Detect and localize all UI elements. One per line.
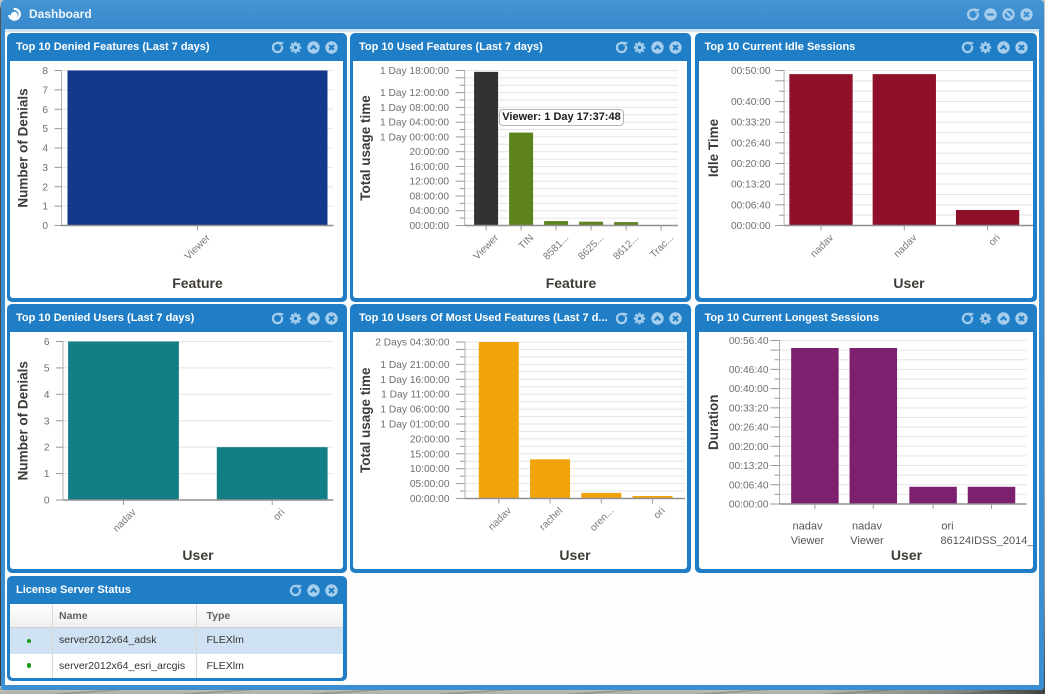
svg-text:1 Day 11:00:00: 1 Day 11:00:00	[381, 389, 450, 400]
svg-text:15:00:00: 15:00:00	[410, 449, 450, 460]
svg-text:Number of Denials: Number of Denials	[16, 361, 31, 480]
svg-text:8625...: 8625...	[576, 233, 606, 263]
svg-text:1: 1	[44, 469, 50, 480]
svg-text:8612...: 8612...	[611, 233, 641, 263]
svg-text:3: 3	[42, 163, 48, 174]
svg-text:00:33:20: 00:33:20	[730, 118, 770, 129]
svg-text:00:33:20: 00:33:20	[728, 403, 768, 414]
svg-text:ori: ori	[652, 505, 668, 521]
svg-text:2: 2	[42, 182, 48, 193]
svg-text:6: 6	[44, 337, 50, 348]
svg-text:4: 4	[42, 144, 48, 155]
svg-text:User: User	[890, 547, 922, 563]
svg-text:Total usage time: Total usage time	[358, 95, 373, 201]
svg-text:00:20:00: 00:20:00	[730, 159, 770, 170]
svg-text:Viewer: Viewer	[790, 535, 824, 547]
svg-text:0: 0	[44, 495, 50, 506]
svg-text:10:00:00: 10:00:00	[410, 464, 450, 475]
svg-text:User: User	[182, 547, 214, 563]
svg-text:05:00:00: 05:00:00	[410, 479, 450, 490]
svg-text:nadav: nadav	[808, 232, 836, 260]
svg-text:00:26:40: 00:26:40	[730, 138, 770, 149]
svg-text:1 Day 01:00:00: 1 Day 01:00:00	[380, 419, 449, 430]
svg-text:1 Day 16:00:00: 1 Day 16:00:00	[380, 374, 449, 385]
svg-text:00:00:00: 00:00:00	[730, 221, 770, 232]
svg-text:1: 1	[42, 202, 48, 213]
svg-text:Feature: Feature	[172, 275, 223, 291]
svg-text:Viewer: Viewer	[850, 535, 884, 547]
svg-text:12:00:00: 12:00:00	[409, 177, 449, 188]
svg-text:2 Days 04:30:00: 2 Days 04:30:00	[375, 337, 450, 348]
svg-text:User: User	[559, 547, 591, 563]
svg-text:ori: ori	[986, 233, 1002, 249]
svg-text:04:00:00: 04:00:00	[409, 206, 449, 217]
svg-text:5: 5	[42, 124, 48, 135]
svg-text:00:46:40: 00:46:40	[728, 364, 768, 375]
svg-text:1 Day 21:00:00: 1 Day 21:00:00	[380, 359, 449, 370]
svg-text:Total usage time: Total usage time	[358, 367, 373, 473]
svg-text:00:56:40: 00:56:40	[728, 336, 768, 347]
svg-text:00:06:40: 00:06:40	[728, 480, 768, 491]
svg-text:rachel: rachel	[538, 505, 565, 532]
svg-text:Duration: Duration	[706, 394, 721, 450]
svg-text:1 Day 08:00:00: 1 Day 08:00:00	[380, 103, 449, 114]
svg-text:Number of Denials: Number of Denials	[16, 88, 31, 207]
svg-text:nadav: nadav	[852, 520, 882, 532]
svg-text:Trac...: Trac...	[648, 233, 676, 261]
svg-text:ori: ori	[272, 507, 288, 523]
svg-text:00:50:00: 00:50:00	[730, 66, 770, 77]
svg-text:nadav: nadav	[792, 520, 822, 532]
svg-text:00:26:40: 00:26:40	[728, 422, 768, 433]
svg-text:8581...: 8581...	[541, 233, 571, 263]
svg-text:00:00:00: 00:00:00	[410, 494, 450, 505]
svg-text:20:00:00: 20:00:00	[410, 434, 450, 445]
svg-text:8: 8	[42, 66, 48, 77]
svg-text:nadav: nadav	[111, 506, 139, 534]
svg-text:00:40:00: 00:40:00	[728, 384, 768, 395]
svg-text:oren...: oren...	[588, 505, 616, 533]
svg-text:00:13:20: 00:13:20	[728, 461, 768, 472]
svg-text:1 Day 18:00:00: 1 Day 18:00:00	[380, 66, 449, 77]
svg-text:Viewer: Viewer	[183, 232, 213, 262]
svg-text:nadav: nadav	[487, 505, 515, 533]
svg-text:1 Day 12:00:00: 1 Day 12:00:00	[380, 88, 449, 99]
svg-text:ori: ori	[941, 520, 953, 532]
svg-text:86124IDSS_2014_05: 86124IDSS_2014_05	[940, 535, 1033, 547]
svg-text:6: 6	[42, 105, 48, 116]
svg-text:1 Day 00:00:00: 1 Day 00:00:00	[380, 132, 449, 143]
svg-text:Feature: Feature	[546, 275, 597, 291]
svg-text:08:00:00: 08:00:00	[409, 191, 449, 202]
svg-text:nadav: nadav	[892, 232, 920, 260]
svg-text:Viewer: Viewer	[472, 232, 502, 262]
svg-text:TIN: TIN	[517, 233, 536, 252]
svg-text:3: 3	[44, 416, 50, 427]
svg-text:Idle Time: Idle Time	[706, 118, 721, 177]
svg-text:00:13:20: 00:13:20	[730, 180, 770, 191]
svg-text:7: 7	[42, 85, 48, 96]
svg-text:0: 0	[42, 221, 48, 232]
svg-text:5: 5	[44, 363, 50, 374]
svg-text:00:40:00: 00:40:00	[730, 97, 770, 108]
svg-text:00:20:00: 00:20:00	[728, 441, 768, 452]
svg-text:1 Day 04:00:00: 1 Day 04:00:00	[380, 118, 449, 129]
svg-text:1 Day 06:00:00: 1 Day 06:00:00	[380, 404, 449, 415]
svg-text:00:00:00: 00:00:00	[409, 221, 449, 232]
svg-text:00:06:40: 00:06:40	[730, 200, 770, 211]
svg-text:4: 4	[44, 389, 50, 400]
svg-text:00:00:00: 00:00:00	[728, 499, 768, 510]
svg-text:User: User	[893, 275, 925, 291]
svg-text:16:00:00: 16:00:00	[409, 162, 449, 173]
svg-text:2: 2	[44, 442, 50, 453]
svg-text:20:00:00: 20:00:00	[409, 147, 449, 158]
